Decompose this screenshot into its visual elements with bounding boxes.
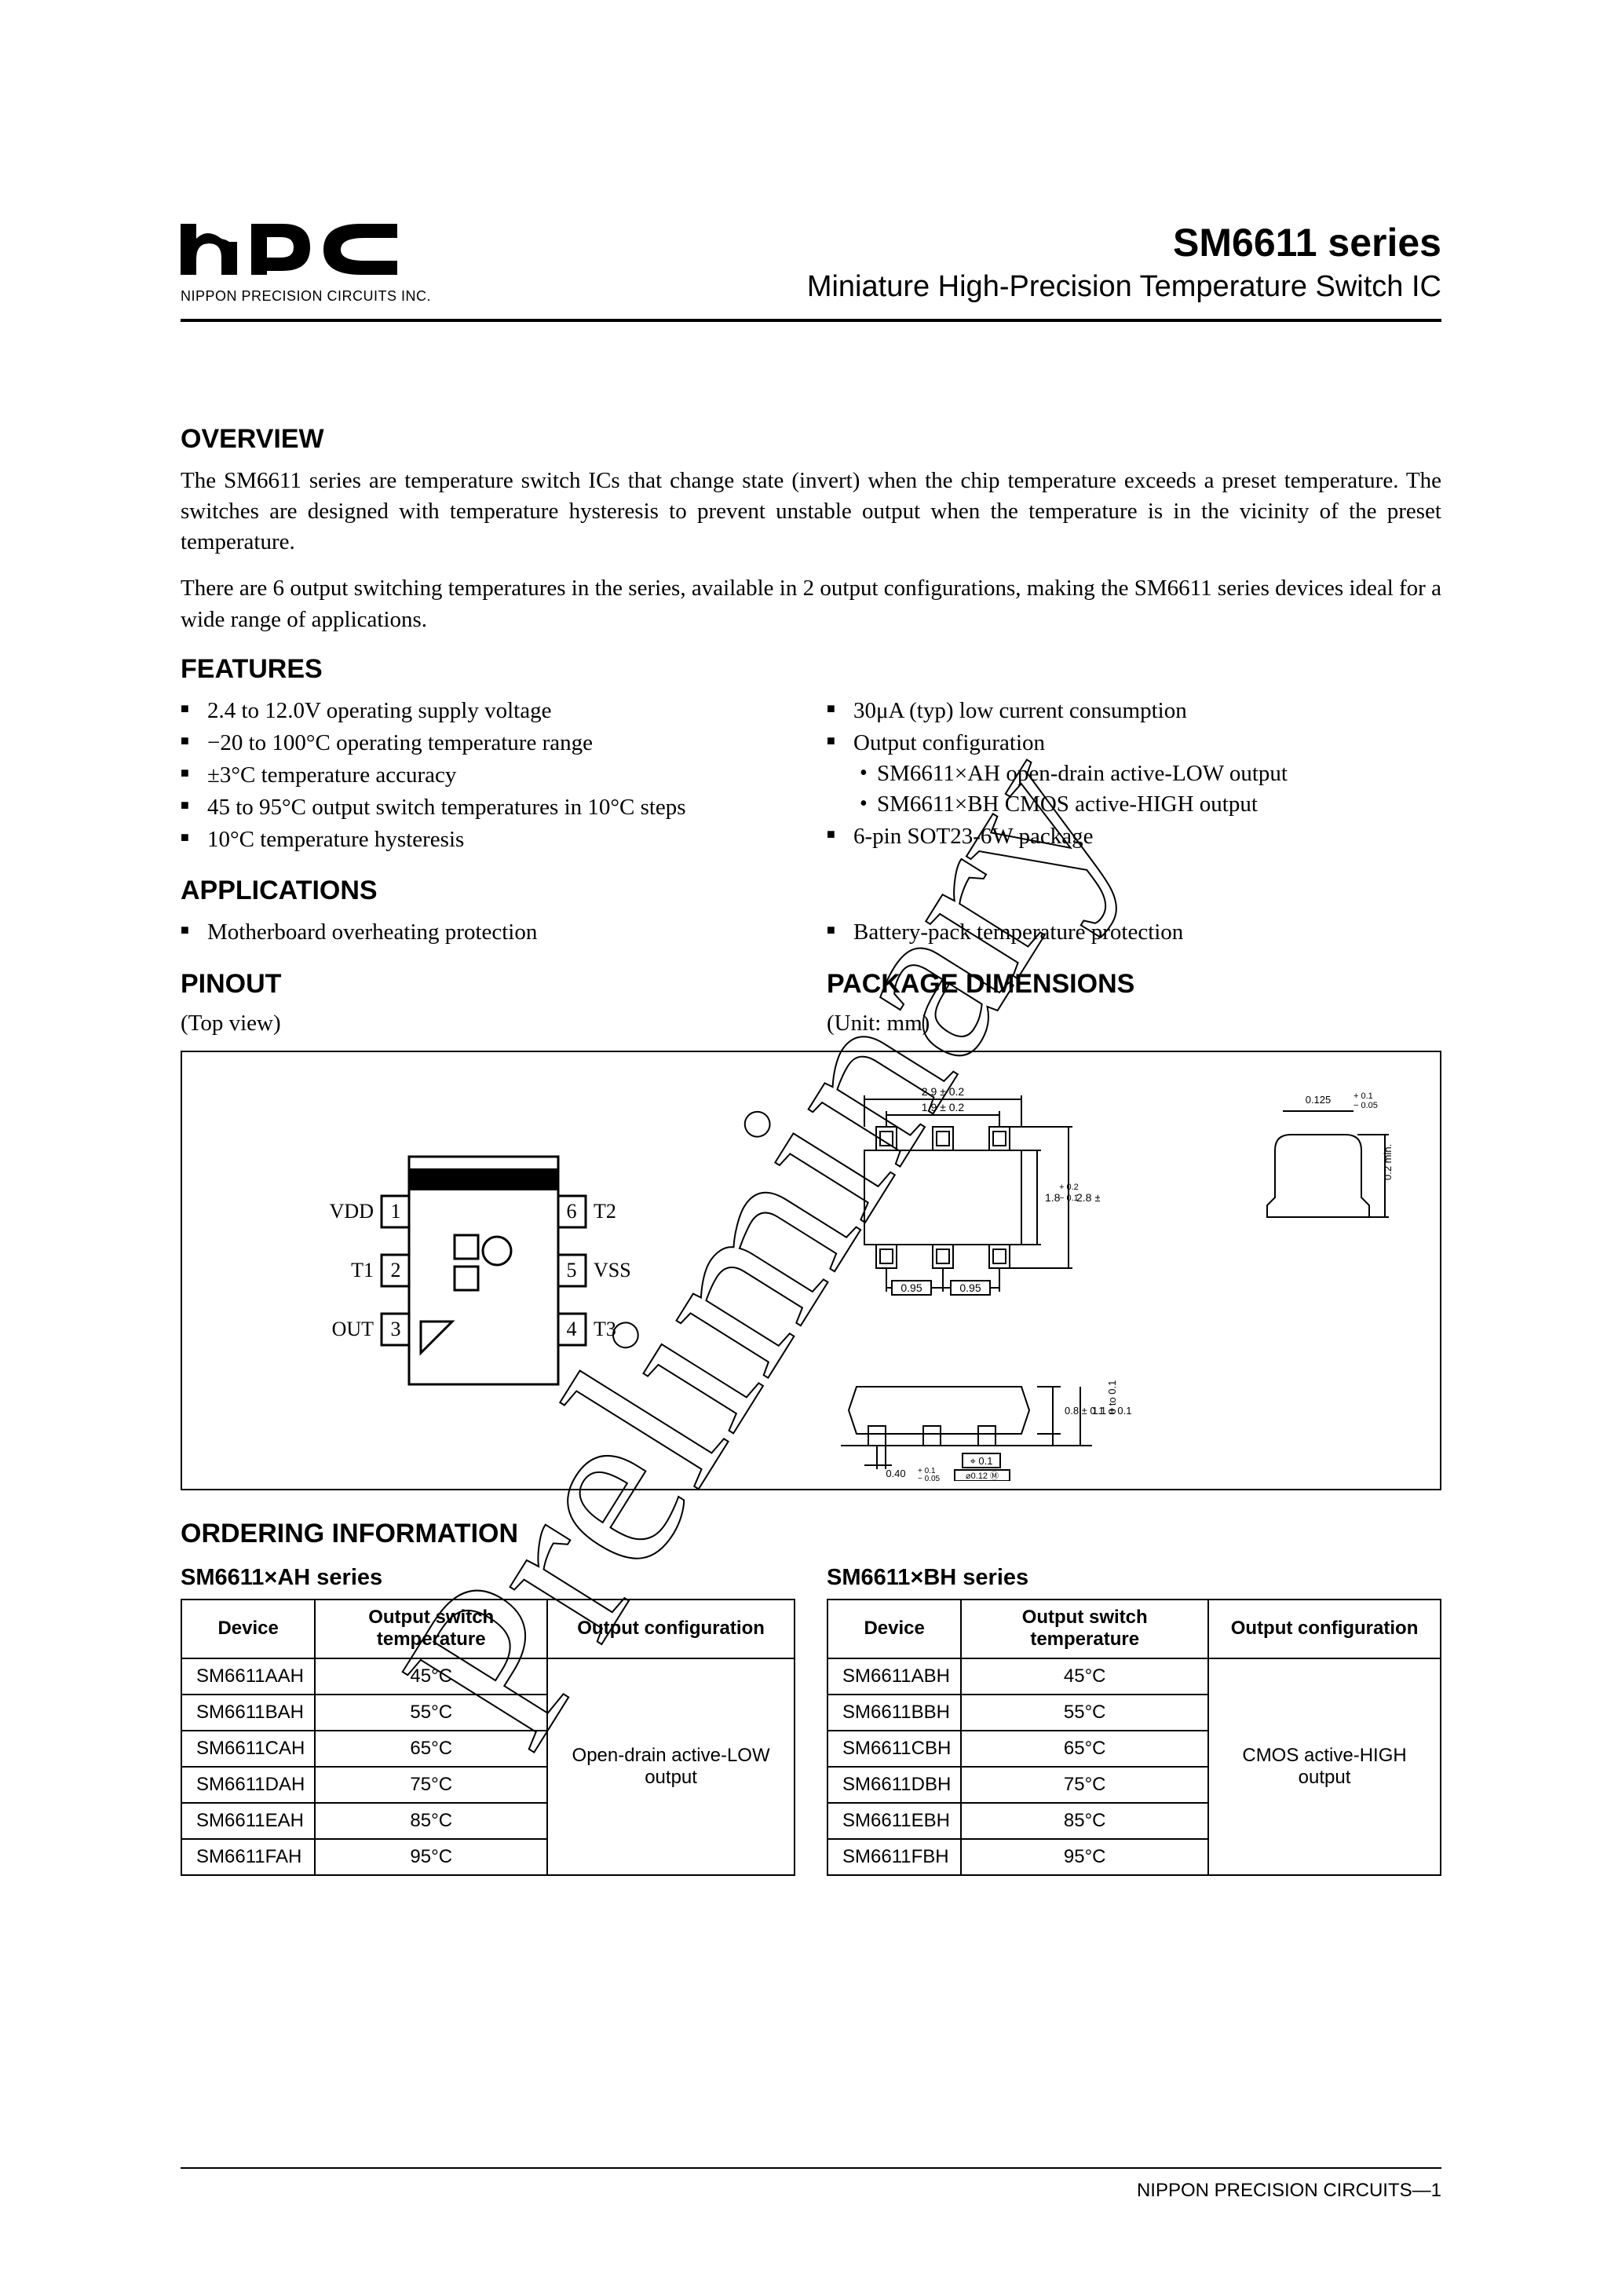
- svg-text:1: 1: [391, 1200, 401, 1223]
- applications-left-list: Motherboard overheating protection: [181, 917, 795, 948]
- svg-text:2.8 ± 0.2: 2.8 ± 0.2: [1076, 1191, 1100, 1204]
- svg-text:6: 6: [567, 1200, 577, 1223]
- bh-ordering-table: Device Output switch temperature Output …: [827, 1599, 1441, 1877]
- ah-series-title: SM6611×AH series: [181, 1565, 795, 1591]
- feature-item: ±3°C temperature accuracy: [181, 760, 795, 791]
- svg-text:OUT: OUT: [332, 1318, 374, 1340]
- col-device: Device: [181, 1600, 315, 1659]
- svg-text:0.95: 0.95: [959, 1281, 981, 1294]
- feature-sub-item: SM6611×BH CMOS active-HIGH output: [853, 789, 1441, 820]
- svg-text:2.9 ± 0.2: 2.9 ± 0.2: [922, 1085, 965, 1098]
- svg-text:5: 5: [567, 1259, 577, 1281]
- svg-text:− 0.05: − 0.05: [1353, 1101, 1378, 1110]
- application-item: Motherboard overheating protection: [181, 917, 795, 948]
- pinout-diagram: 1 VDD 2 T1 3 OUT 6 T2 5 VSS 4 T3: [315, 1141, 652, 1400]
- diagram-headings: PINOUT (Top view) PACKAGE DIMENSIONS (Un…: [181, 950, 1441, 1043]
- features-columns: 2.4 to 12.0V operating supply voltage −2…: [181, 696, 1441, 857]
- svg-text:VSS: VSS: [594, 1259, 631, 1281]
- applications-heading: APPLICATIONS: [181, 876, 1441, 906]
- feature-item: 2.4 to 12.0V operating supply voltage: [181, 696, 795, 726]
- pinout-diagram-region: 1 VDD 2 T1 3 OUT 6 T2 5 VSS 4 T3: [182, 1052, 786, 1489]
- col-temp: Output switch temperature: [315, 1600, 547, 1659]
- features-left-list: 2.4 to 12.0V operating supply voltage −2…: [181, 696, 795, 856]
- feature-item: 30μA (typ) low current consumption: [827, 696, 1441, 726]
- feature-item: 10°C temperature hysteresis: [181, 824, 795, 855]
- overview-para-2: There are 6 output switching temperature…: [181, 573, 1441, 634]
- page-footer: NIPPON PRECISION CIRCUITS—1: [181, 2167, 1441, 2202]
- application-item: Battery-pack temperature protection: [827, 917, 1441, 948]
- svg-text:3: 3: [391, 1318, 401, 1340]
- svg-text:VDD: VDD: [330, 1200, 374, 1223]
- title-block: SM6611 series Miniature High-Precision T…: [807, 220, 1441, 304]
- overview-para-1: The SM6611 series are temperature switch…: [181, 466, 1441, 558]
- features-heading: FEATURES: [181, 654, 1441, 685]
- svg-text:2: 2: [391, 1259, 401, 1281]
- svg-text:0 to 0.1: 0 to 0.1: [1106, 1380, 1118, 1413]
- overview-heading: OVERVIEW: [181, 424, 1441, 455]
- applications-right-list: Battery-pack temperature protection: [827, 917, 1441, 948]
- svg-text:1.9 ± 0.2: 1.9 ± 0.2: [922, 1101, 965, 1113]
- ordering-columns: SM6611×AH series Device Output switch te…: [181, 1560, 1441, 1877]
- col-device: Device: [827, 1600, 961, 1659]
- svg-text:T1: T1: [352, 1259, 374, 1281]
- package-diagram-region: 2.9 ± 0.2 1.9 ± 0.2 1.8 + 0.2 − 0.1 2.8 …: [786, 1052, 1440, 1489]
- svg-text:+ 0.1: + 0.1: [1353, 1091, 1373, 1101]
- feature-item-label: Output configuration: [853, 730, 1045, 755]
- feature-sub-item: SM6611×AH open-drain active-LOW output: [853, 759, 1441, 789]
- svg-text:0.2 min.: 0.2 min.: [1382, 1143, 1394, 1179]
- page-header: NIPPON PRECISION CIRCUITS INC. SM6611 se…: [181, 220, 1441, 322]
- svg-text:1.8: 1.8: [1045, 1191, 1061, 1204]
- col-config: Output configuration: [547, 1600, 795, 1659]
- feature-item: 6-pin SOT23-6W package: [827, 821, 1441, 852]
- npc-logo: [181, 220, 424, 287]
- package-top-view: 2.9 ± 0.2 1.9 ± 0.2 1.8 + 0.2 − 0.1 2.8 …: [802, 1064, 1100, 1315]
- bh-config-cell: CMOS active-HIGH output: [1208, 1658, 1441, 1875]
- svg-text:⌖ 0.1: ⌖ 0.1: [970, 1455, 992, 1467]
- svg-text:T3: T3: [594, 1318, 616, 1340]
- package-heading: PACKAGE DIMENSIONS: [827, 969, 1441, 1000]
- ah-config-cell: Open-drain active-LOW output: [547, 1658, 795, 1875]
- svg-text:⌀0.12 Ⓜ: ⌀0.12 Ⓜ: [966, 1471, 999, 1481]
- svg-text:T2: T2: [594, 1200, 616, 1223]
- table-row: SM6611AAH45°COpen-drain active-LOW outpu…: [181, 1658, 795, 1695]
- svg-text:0.125: 0.125: [1306, 1094, 1332, 1106]
- subtitle: Miniature High-Precision Temperature Swi…: [807, 270, 1441, 304]
- ah-ordering-table: Device Output switch temperature Output …: [181, 1599, 795, 1877]
- ordering-heading: ORDERING INFORMATION: [181, 1519, 1441, 1549]
- features-sub-list: SM6611×AH open-drain active-LOW output S…: [853, 759, 1441, 820]
- feature-item: Output configuration SM6611×AH open-drai…: [827, 728, 1441, 820]
- svg-text:0.40: 0.40: [886, 1468, 905, 1479]
- diagram-frame: 1 VDD 2 T1 3 OUT 6 T2 5 VSS 4 T3: [181, 1051, 1441, 1490]
- pinout-heading: PINOUT: [181, 969, 795, 1000]
- package-side-view: 0.8 ± 0.1 1.1 ± 0.1 0 to 0.1 ⌖ 0.1 0.40 …: [802, 1340, 1147, 1481]
- applications-columns: Motherboard overheating protection Batte…: [181, 917, 1441, 949]
- logo-block: NIPPON PRECISION CIRCUITS INC.: [181, 220, 431, 305]
- logo-company-name: NIPPON PRECISION CIRCUITS INC.: [181, 288, 431, 305]
- feature-item: −20 to 100°C operating temperature range: [181, 728, 795, 759]
- feature-item: 45 to 95°C output switch temperatures in…: [181, 792, 795, 823]
- col-config: Output configuration: [1208, 1600, 1441, 1659]
- table-row: SM6611ABH45°CCMOS active-HIGH output: [827, 1658, 1441, 1695]
- bh-series-title: SM6611×BH series: [827, 1565, 1441, 1591]
- footer-text: NIPPON PRECISION CIRCUITS—1: [1137, 2180, 1441, 2201]
- package-end-view: 0.2 min. 0.125 + 0.1 − 0.05: [1251, 1088, 1416, 1245]
- col-temp: Output switch temperature: [961, 1600, 1208, 1659]
- package-note: (Unit: mm): [827, 1011, 1441, 1036]
- svg-text:4: 4: [567, 1318, 577, 1340]
- features-right-list: 30μA (typ) low current consumption Outpu…: [827, 696, 1441, 853]
- series-title: SM6611 series: [807, 220, 1441, 265]
- pinout-note: (Top view): [181, 1011, 795, 1036]
- svg-text:0.95: 0.95: [901, 1281, 922, 1294]
- svg-text:− 0.05: − 0.05: [918, 1475, 941, 1481]
